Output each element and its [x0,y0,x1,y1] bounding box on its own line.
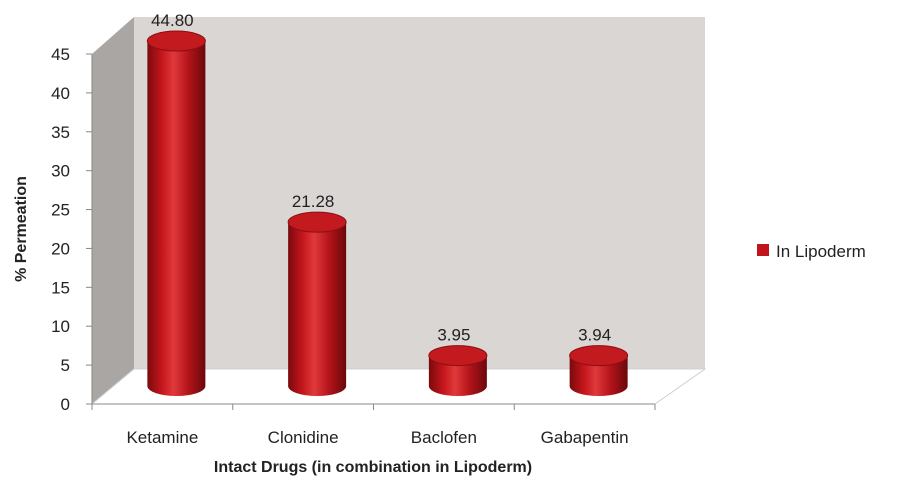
y-tick-label: 30 [51,162,70,181]
x-tick-label: Gabapentin [541,428,629,447]
bar-baclofen [428,345,488,397]
y-tick-label: 0 [61,395,70,414]
bar-clonidine [287,211,347,397]
y-axis-title: % Permeation [13,176,30,282]
legend-label: In Lipoderm [776,242,866,261]
y-tick-label: 25 [51,201,70,220]
bar-top [287,211,347,233]
y-tick-label: 40 [51,84,70,103]
x-tick-label: Baclofen [411,428,477,447]
bar-series [146,30,629,397]
bar-ketamine [146,30,206,397]
y-tick-label: 15 [51,278,70,297]
bar-top [569,345,629,367]
x-tick-label: Ketamine [126,428,198,447]
data-label: 3.95 [437,326,470,345]
legend: In Lipoderm [757,242,866,261]
plot-back-wall [134,17,705,369]
bar-body [147,41,206,397]
bar-body [288,222,347,397]
y-tick-label: 10 [51,317,70,336]
x-tick-label: Clonidine [268,428,339,447]
bar-top [146,30,206,52]
bar-body [428,355,487,397]
bar-top [428,345,488,367]
data-labels: 44.80 21.28 3.95 3.94 [151,11,611,345]
x-axis: Ketamine Clonidine Baclofen Gabapentin [91,404,656,447]
bar-gabapentin [569,345,629,397]
bar-body [569,355,628,397]
data-label: 21.28 [292,192,335,211]
legend-swatch [757,244,769,256]
y-tick-label: 35 [51,123,70,142]
y-tick-label: 45 [51,45,70,64]
y-axis: 0 5 10 15 20 25 30 35 40 45 [51,45,92,414]
y-tick-label: 5 [61,356,70,375]
plot-side-wall [92,17,134,404]
data-label: 44.80 [151,11,194,30]
x-axis-title: Intact Drugs (in combination in Lipoderm… [214,459,532,476]
data-label: 3.94 [578,326,611,345]
y-tick-label: 20 [51,239,70,258]
